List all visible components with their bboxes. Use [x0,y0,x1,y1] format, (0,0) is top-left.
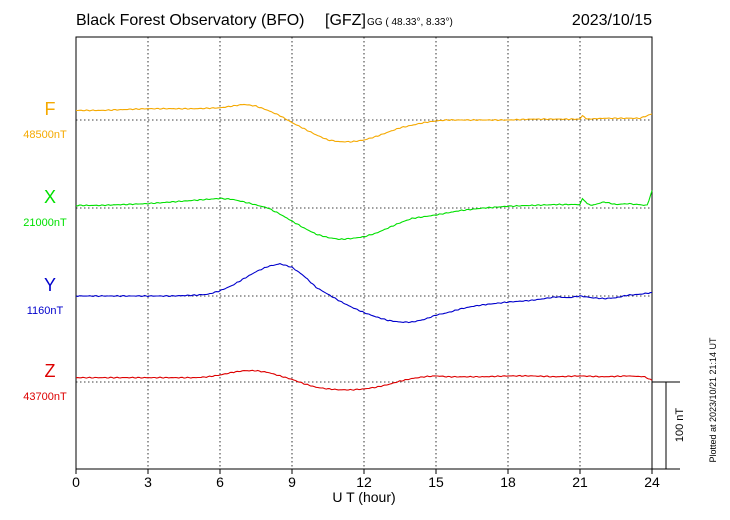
x-tick-label: 9 [288,474,296,490]
scale-bar [652,381,680,470]
x-tick-label: 15 [428,474,444,490]
series-line-z [75,369,653,391]
series-line-y [75,263,653,324]
label-layer: F 48500nT X 21000nT Y 1160nT Z 43700nT [23,99,67,403]
baseline-layer [76,119,652,383]
institute-label: [GFZ] [325,12,366,29]
series-name-x: X [44,187,56,207]
x-tick-label: 21 [572,474,588,490]
scale-bar-label: 100 nT [674,408,686,443]
x-tick-label: 18 [500,474,516,490]
series-line-x [75,190,653,240]
series-name-y: Y [44,275,56,295]
date-label: 2023/10/15 [572,12,652,29]
tick-layer: 0 3 6 9 12 15 18 21 24 [72,469,660,490]
x-tick-label: 0 [72,474,80,490]
series-layer [75,103,653,391]
series-baseline-x: 21000nT [23,217,67,229]
x-tick-label: 6 [216,474,224,490]
series-name-z: Z [45,361,56,381]
grid-layer [147,37,581,469]
coordinates-label: GG ( 48.33°, 8.33°) [367,17,453,28]
x-tick-label: 24 [644,474,660,490]
x-tick-label: 3 [144,474,152,490]
series-baseline-z: 43700nT [23,391,67,403]
series-name-f: F [45,99,56,119]
plotted-timestamp: Plotted at 2023/10/21 21:14 UT [708,337,718,463]
x-tick-label: 12 [356,474,372,490]
station-title: Black Forest Observatory (BFO) [76,12,305,29]
series-line-f [75,103,653,143]
x-axis-label: U T (hour) [332,489,395,505]
series-baseline-y: 1160nT [27,305,64,317]
series-baseline-f: 48500nT [23,129,67,141]
